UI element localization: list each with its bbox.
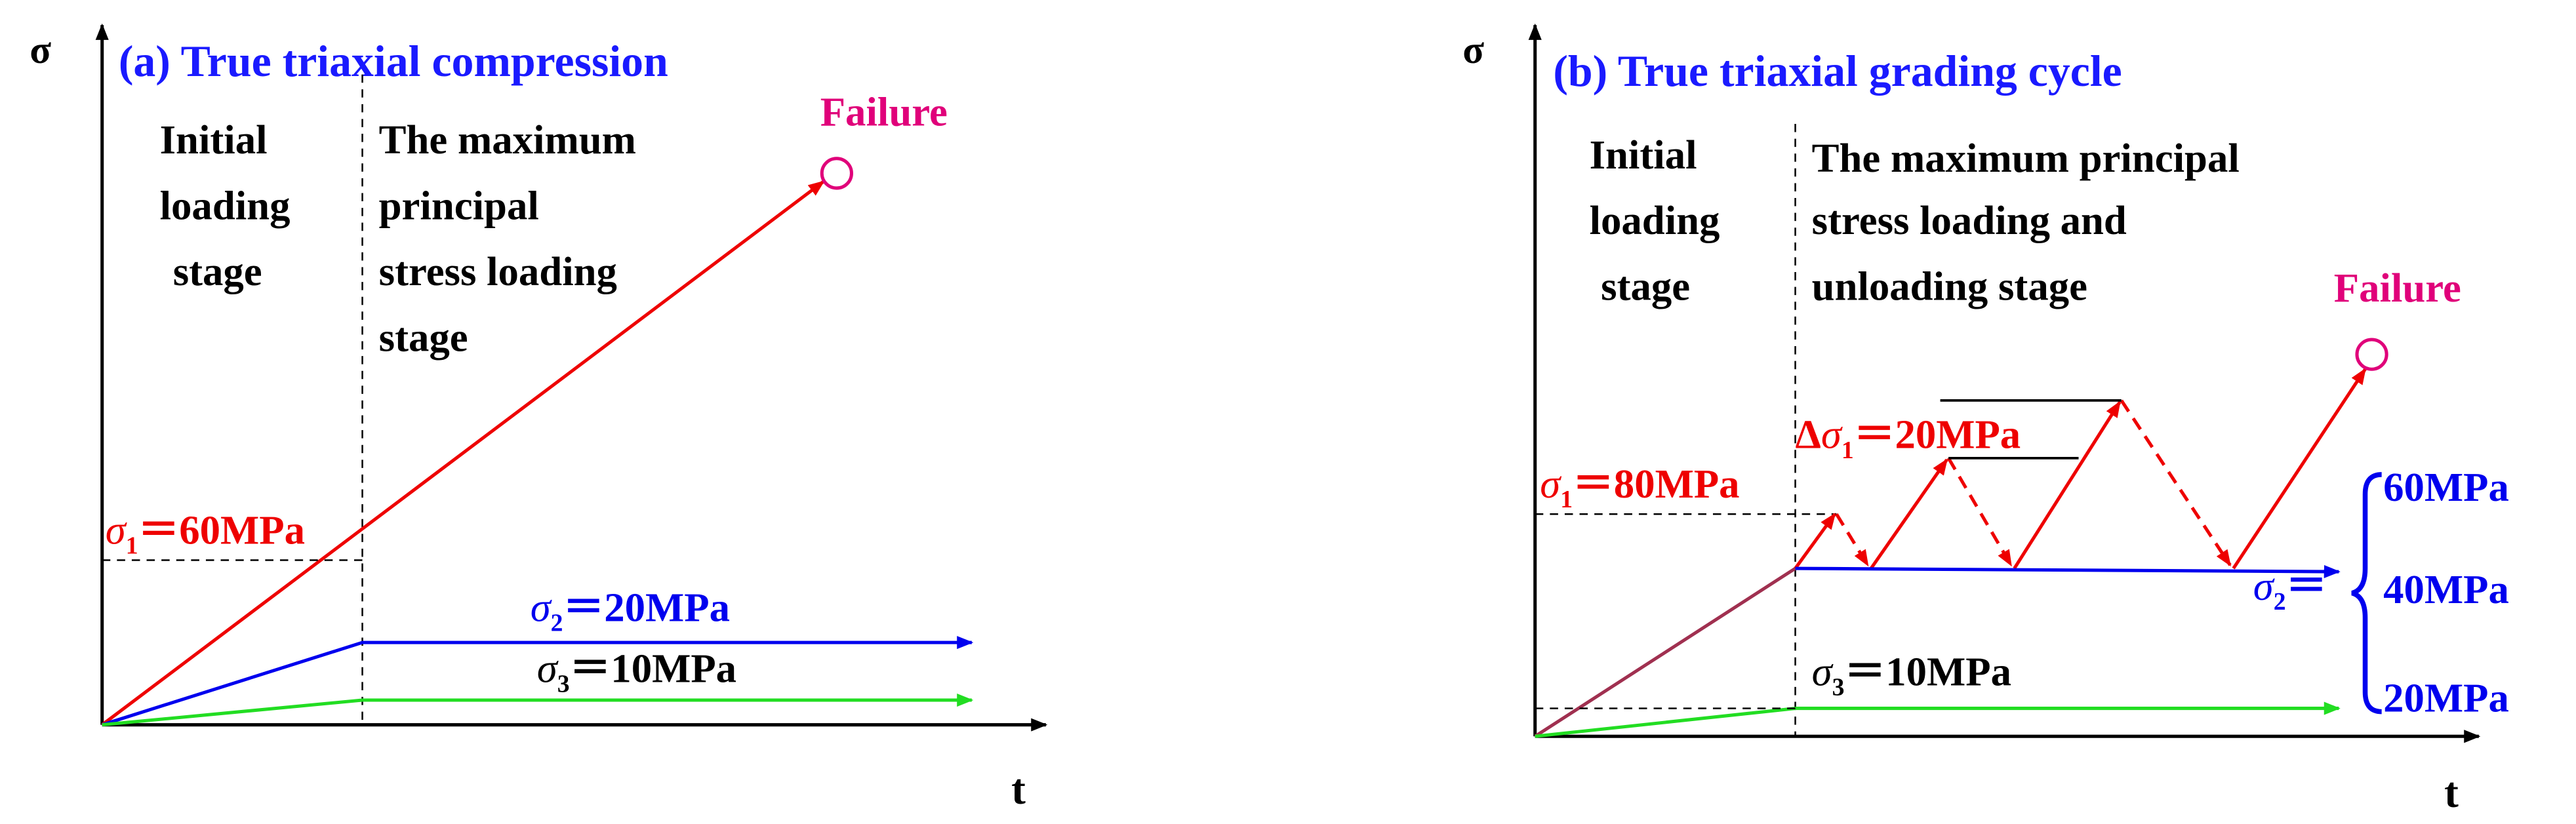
failure-marker [2355, 338, 2388, 371]
sigma1-label: σ1＝80MPa [1540, 461, 1739, 513]
text-part: Δ [1796, 412, 1821, 458]
stage-label: The maximum principal stress loading sta… [379, 117, 647, 360]
failure-marker [820, 157, 853, 190]
text-part: ＝10MPa [570, 645, 737, 691]
text-part: stress loading [379, 248, 617, 294]
text-part: 2 [551, 610, 563, 637]
x-axis-label: t [1011, 766, 1026, 814]
sigma2-value: 60MPa [2383, 464, 2509, 510]
text-part: ＝80MPa [1573, 461, 1740, 507]
text-part: 1 [1560, 486, 1573, 513]
text-part: loading [1590, 197, 1720, 243]
text-part: The maximum principal [1812, 135, 2240, 181]
panel-b: σ t (b) True triaxial grading cycle Init… [1462, 23, 2509, 817]
delta-sigma1-label: Δσ1＝20MPa [1796, 412, 2021, 464]
initial-loading [1535, 707, 1796, 738]
sigma2-path [101, 636, 974, 727]
x-axis-label: t [2444, 770, 2459, 817]
text-part: Initial [160, 117, 268, 163]
text-part: stage [379, 315, 468, 361]
cycle-path [1794, 368, 2367, 570]
panel-title: (b) True triaxial grading cycle [1553, 47, 2122, 96]
sigma2-label: σ2＝20MPa [531, 584, 730, 637]
text-part: ＝20MPa [563, 584, 730, 630]
initial-loading [1534, 566, 1796, 738]
text-part: σ [1540, 461, 1561, 507]
stage-label: Initial loading stage [1590, 132, 1731, 309]
sigma1-path [101, 180, 825, 726]
text-part: ＝10MPa [1844, 648, 2011, 694]
sigma1-label: σ1＝60MPa [106, 507, 305, 559]
text-part: 1 [126, 532, 138, 559]
text-part: 3 [557, 670, 570, 697]
brace [2351, 472, 2382, 715]
sigma3-label: σ3＝10MPa [1812, 648, 2011, 701]
sigma2-label: σ2＝ [2253, 563, 2327, 616]
text-part: stress loading and [1812, 197, 2127, 243]
text-part: principal [379, 183, 539, 229]
text-part: 2 [2274, 588, 2286, 616]
text-part: σ [531, 584, 552, 630]
panel-a: σ t (a) True triaxial compression Initia… [30, 23, 1048, 814]
sigma3-label: σ3＝10MPa [537, 645, 736, 697]
y-axis-label: σ [1462, 28, 1484, 72]
text-part: σ [1821, 412, 1843, 458]
text-part: ＝20MPa [1854, 412, 2021, 458]
stage-label: Initial loading stage [160, 117, 301, 294]
y-axis-label: σ [30, 28, 51, 72]
text-part: ＝60MPa [138, 507, 305, 553]
sigma2-path [1795, 564, 2341, 579]
text-part: 1 [1841, 437, 1854, 464]
failure-label: Failure [2334, 265, 2461, 311]
text-part: σ [537, 645, 559, 691]
sigma2-value: 20MPa [2383, 675, 2509, 721]
text-part: loading [160, 183, 291, 229]
text-part: Initial [1590, 132, 1697, 178]
text-part: unloading stage [1812, 264, 2087, 309]
panel-title: (a) True triaxial compression [119, 37, 668, 86]
failure-label: Failure [820, 88, 948, 134]
text-part: stage [1601, 264, 1690, 309]
text-part: σ [106, 507, 127, 553]
sigma2-value: 40MPa [2383, 566, 2509, 612]
text-part: σ [1812, 648, 1834, 694]
sigma3-path [102, 693, 974, 727]
text-part: 3 [1832, 673, 1845, 701]
text-part: σ [2253, 563, 2275, 609]
text-part: ＝ [2286, 563, 2327, 609]
text-part: The maximum [379, 117, 636, 163]
stage-label: The maximum principal stress loading and… [1812, 135, 2250, 309]
text-part: stage [173, 248, 262, 294]
